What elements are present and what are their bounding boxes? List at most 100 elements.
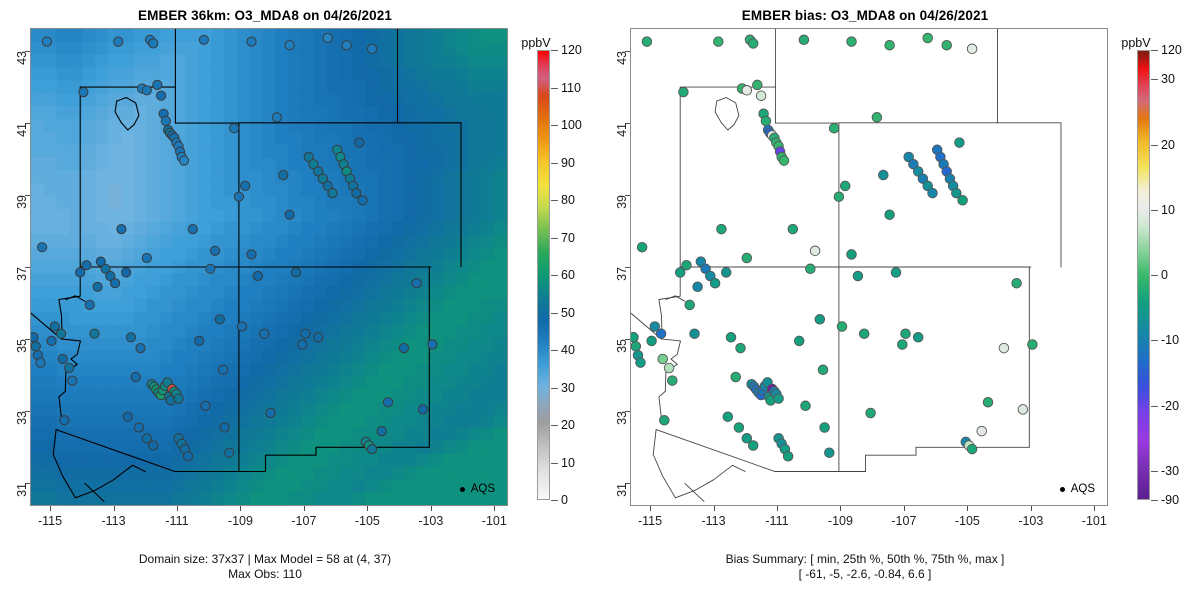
x-tick (367, 506, 369, 511)
panel-model-title: EMBER 36km: O3_MDA8 on 04/26/2021 (138, 8, 392, 23)
colorbar-tick-label: 80 (561, 193, 575, 207)
y-tick (625, 267, 630, 268)
x-tick (650, 506, 652, 511)
panel-model: EMBER 36km: O3_MDA8 on 04/26/2021 AQS -1… (0, 8, 530, 582)
colorbar-tick (1151, 470, 1158, 472)
x-tick (303, 506, 305, 511)
colorbar-tick (551, 50, 558, 51)
y-tick (625, 194, 630, 196)
colorbar-tick-label: -10 (1161, 333, 1180, 348)
x-tick (903, 506, 905, 511)
colorbar-tick-label: 10 (1161, 202, 1175, 217)
x-tick-label: -115 (637, 514, 663, 528)
legend-label: AQS (1070, 483, 1095, 495)
colorbar-tick (551, 125, 558, 126)
colorbar-tick-label: -90 (1161, 493, 1180, 507)
colorbar-tick-label: 100 (561, 118, 582, 132)
y-tick (625, 50, 630, 52)
y-tick-label: 41 (615, 122, 629, 137)
colorbar-bias: ppbV -90 -30 -20 -10 0 10 20 30 120 (1108, 0, 1200, 600)
x-tick (430, 506, 432, 511)
x-tick-label: -107 (891, 514, 917, 528)
colorbar-tick (551, 275, 558, 276)
y-tick (25, 194, 30, 196)
colorbar-tick-label: 50 (561, 305, 575, 320)
colorbar-tick (551, 87, 558, 89)
colorbar-tick (1151, 340, 1158, 342)
legend-aqs-bias: AQS (1059, 483, 1095, 495)
panel-bias-title: EMBER bias: O3_MDA8 on 04/26/2021 (741, 8, 989, 23)
y-tick-label: 33 (15, 411, 29, 426)
x-tick-label: -113 (701, 514, 726, 528)
x-tick-label: -105 (954, 514, 980, 528)
colorbar-tick (1151, 275, 1158, 276)
bias-observation-points (631, 32, 1038, 462)
y-tick (25, 483, 30, 485)
caption-line-2: Max Obs: 110 (228, 567, 302, 581)
colorbar-unit-label: ppbV (521, 36, 551, 50)
y-tick (25, 50, 30, 52)
colorbar-tick-label: 10 (561, 455, 575, 470)
panel-model-y-axis: 31 33 35 37 39 41 43 (0, 28, 30, 506)
y-tick-label: 31 (615, 483, 629, 498)
colorbar-unit-label: ppbV (1121, 36, 1151, 50)
panel-bias-y-axis: 31 33 35 37 39 41 43 (600, 28, 630, 506)
x-tick-label: -115 (37, 514, 63, 528)
colorbar-tick-label: 70 (561, 230, 575, 245)
panel-model-caption: Domain size: 37x37 | Max Model = 58 at (… (0, 552, 530, 582)
colorbar-tick (551, 162, 558, 164)
colorbar-tick (1151, 50, 1158, 51)
colorbar-tick (1151, 500, 1158, 501)
x-tick (176, 506, 178, 511)
x-tick-label: -103 (1018, 514, 1044, 528)
panel-bias-map (631, 29, 1107, 505)
panel-model-map (31, 29, 507, 505)
caption-line-1: Domain size: 37x37 | Max Model = 58 at (… (138, 552, 392, 566)
colorbar-concentration: ppbV 0 10 20 30 40 50 60 70 80 90 100 110 120 (508, 0, 600, 600)
caption-line-1: Bias Summary: [ min, 25th %, 50th %, 75t… (725, 552, 1005, 566)
x-tick-label: -101 (1081, 514, 1107, 528)
colorbar-tick-label: -30 (1161, 463, 1180, 478)
caption-line-2: [ -61, -5, -2.6, -0.84, 6.6 ] (798, 567, 932, 581)
y-tick (25, 411, 30, 413)
colorbar-tick (1151, 144, 1158, 146)
x-tick-label: -111 (165, 514, 189, 528)
colorbar-tick (551, 312, 558, 314)
y-tick (25, 339, 30, 341)
y-tick (625, 339, 630, 341)
colorbar-gradient-strip (537, 50, 550, 500)
colorbar-tick-label: 0 (1161, 268, 1168, 282)
colorbar-tick (1151, 79, 1158, 81)
y-tick (625, 122, 630, 124)
x-tick (1030, 506, 1032, 511)
y-tick-label: 37 (615, 267, 629, 281)
colorbar-tick-label: 20 (561, 418, 575, 432)
y-tick (625, 483, 630, 485)
y-tick (625, 411, 630, 413)
model-field-svg (31, 29, 507, 505)
y-tick-label: 35 (615, 339, 629, 354)
legend-label: AQS (470, 483, 495, 495)
panel-model-plot-area: AQS (30, 28, 508, 506)
y-tick-label: 33 (615, 411, 629, 426)
colorbar-tick (1151, 209, 1158, 211)
x-tick (967, 506, 969, 511)
colorbar-tick-label: 30 (1161, 72, 1175, 87)
colorbar-tick-label: 40 (561, 343, 575, 357)
y-tick-label: 35 (15, 339, 29, 354)
x-tick (713, 506, 715, 511)
colorbar-tick (1151, 405, 1158, 407)
panel-bias-caption: Bias Summary: [ min, 25th %, 50th %, 75t… (600, 552, 1130, 582)
x-tick-label: -109 (227, 514, 253, 528)
colorbar-tick-label: 30 (561, 380, 575, 395)
x-tick-label: -111 (765, 514, 789, 528)
colorbar-tick-label: 0 (561, 493, 568, 507)
x-tick (50, 506, 52, 511)
y-tick (25, 267, 30, 268)
colorbar-tick-label: 120 (1161, 43, 1182, 57)
colorbar-tick-label: 110 (561, 80, 581, 95)
y-tick-label: 31 (15, 483, 29, 498)
x-tick (1094, 506, 1096, 511)
colorbar-tick (551, 462, 558, 464)
y-tick-label: 43 (15, 50, 29, 65)
